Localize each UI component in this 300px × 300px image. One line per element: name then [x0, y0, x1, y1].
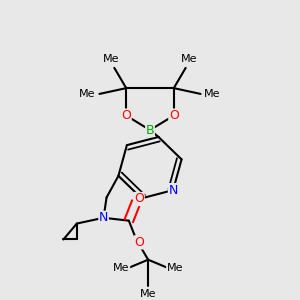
- Text: N: N: [99, 211, 108, 224]
- Text: Me: Me: [167, 263, 183, 273]
- Text: Me: Me: [79, 89, 96, 99]
- Text: Me: Me: [103, 54, 120, 64]
- Text: Me: Me: [140, 290, 156, 299]
- Text: O: O: [169, 109, 179, 122]
- Text: O: O: [134, 193, 144, 206]
- Text: Me: Me: [113, 263, 130, 273]
- Text: O: O: [121, 109, 131, 122]
- Text: O: O: [134, 236, 144, 249]
- Text: Me: Me: [204, 89, 221, 99]
- Text: B: B: [146, 124, 154, 136]
- Text: N: N: [168, 184, 178, 196]
- Text: Me: Me: [180, 54, 197, 64]
